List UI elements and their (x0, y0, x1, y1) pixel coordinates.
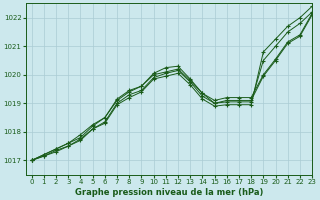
X-axis label: Graphe pression niveau de la mer (hPa): Graphe pression niveau de la mer (hPa) (75, 188, 263, 197)
